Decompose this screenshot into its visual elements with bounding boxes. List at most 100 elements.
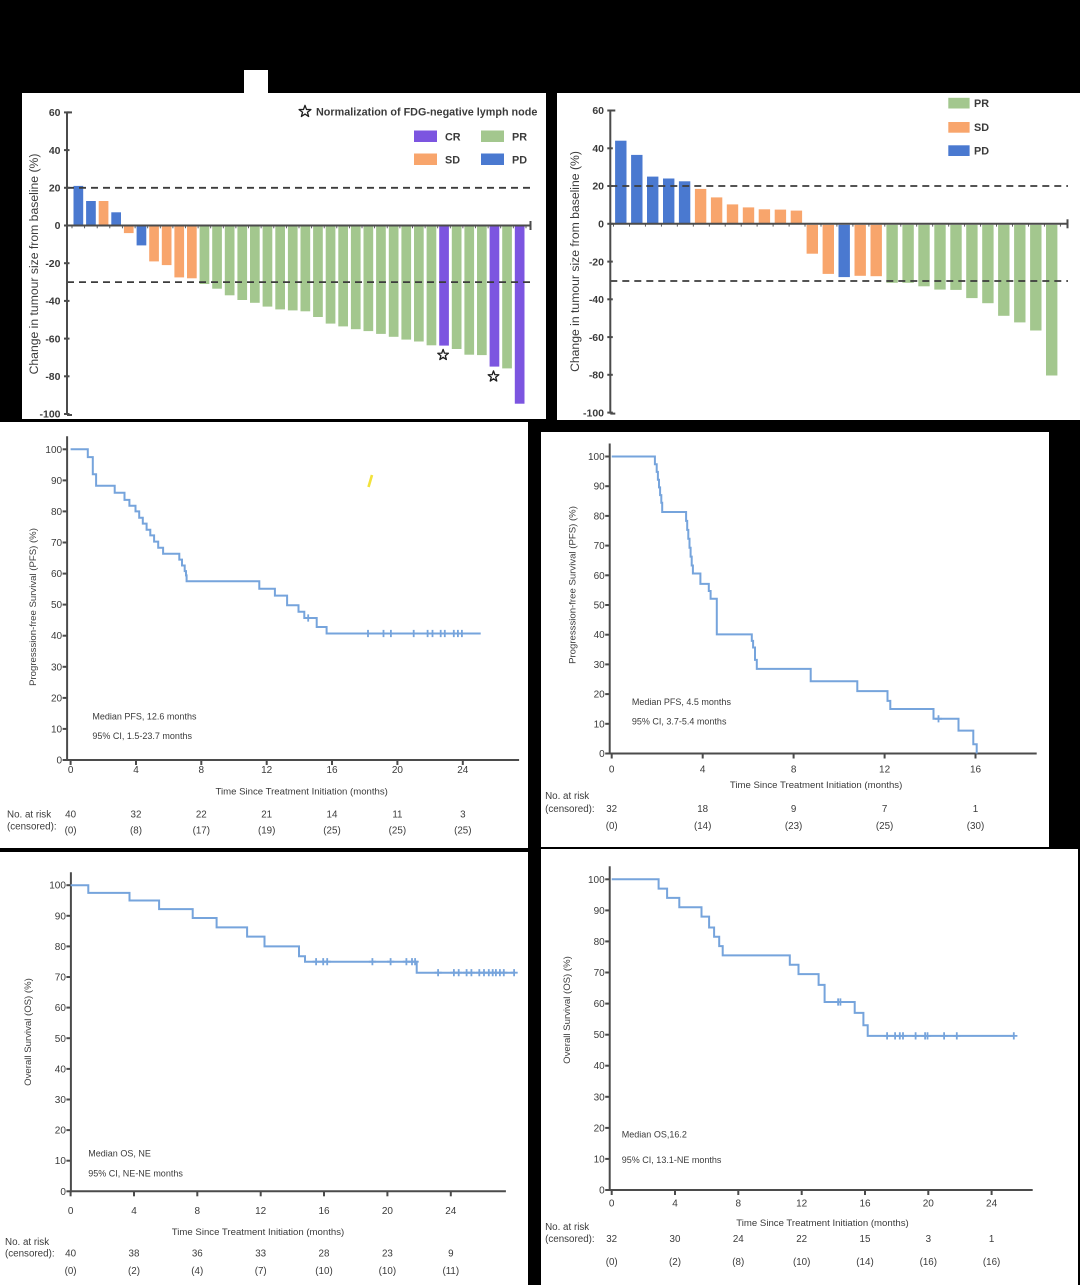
svg-text:100: 100 <box>45 445 62 456</box>
svg-text:36: 36 <box>192 1249 203 1260</box>
svg-text:(7): (7) <box>255 1266 267 1277</box>
svg-text:40: 40 <box>594 1061 606 1072</box>
svg-text:Time Since Treatment Initiatio: Time Since Treatment Initiation (months) <box>736 1218 908 1229</box>
svg-text:21: 21 <box>261 810 272 821</box>
svg-text:(25): (25) <box>876 821 893 832</box>
svg-text:Median OS, NE: Median OS, NE <box>88 1148 151 1158</box>
svg-text:Time Since Treatment Initiatio: Time Since Treatment Initiation (months) <box>730 780 902 791</box>
svg-text:PD: PD <box>512 155 527 167</box>
svg-text:SD: SD <box>974 122 989 134</box>
svg-text:38: 38 <box>129 1249 140 1260</box>
svg-text:32: 32 <box>131 810 142 821</box>
svg-text:40: 40 <box>49 145 61 157</box>
svg-text:33: 33 <box>255 1249 266 1260</box>
svg-text:(10): (10) <box>379 1266 396 1277</box>
svg-text:60: 60 <box>55 1003 67 1014</box>
svg-text:Median PFS, 4.5 months: Median PFS, 4.5 months <box>632 697 732 707</box>
svg-text:80: 80 <box>594 511 606 522</box>
svg-text:50: 50 <box>55 1034 67 1045</box>
svg-text:60: 60 <box>51 569 63 580</box>
svg-text:(10): (10) <box>315 1266 332 1277</box>
svg-text:(14): (14) <box>694 821 711 832</box>
svg-text:90: 90 <box>594 482 606 493</box>
svg-text:24: 24 <box>733 1234 744 1245</box>
svg-text:9: 9 <box>791 804 796 815</box>
svg-text:Change in tumour size from bas: Change in tumour size from baseline (%) <box>568 151 582 372</box>
svg-text:9: 9 <box>448 1249 453 1260</box>
svg-text:(8): (8) <box>732 1257 744 1268</box>
svg-text:(30): (30) <box>967 821 984 832</box>
svg-text:(censored):: (censored): <box>5 1249 55 1260</box>
svg-text:24: 24 <box>445 1206 457 1217</box>
svg-text:4: 4 <box>131 1206 137 1217</box>
svg-text:40: 40 <box>65 810 76 821</box>
svg-text:4: 4 <box>700 765 706 776</box>
svg-text:16: 16 <box>326 765 338 776</box>
svg-text:30: 30 <box>55 1095 67 1106</box>
svg-text:No. at risk: No. at risk <box>5 1237 49 1248</box>
svg-text:12: 12 <box>796 1199 808 1210</box>
svg-text:40: 40 <box>594 630 606 641</box>
svg-text:4: 4 <box>133 765 139 776</box>
svg-text:30: 30 <box>594 1092 606 1103</box>
svg-text:PR: PR <box>974 98 989 110</box>
svg-text:-80: -80 <box>589 370 604 382</box>
svg-text:(censored):: (censored): <box>7 822 57 833</box>
svg-text:80: 80 <box>51 507 63 518</box>
svg-text:7: 7 <box>882 804 887 815</box>
svg-text:20: 20 <box>392 765 404 776</box>
svg-text:95% CI, NE-NE months: 95% CI, NE-NE months <box>88 1169 183 1179</box>
svg-text:100: 100 <box>49 881 66 892</box>
svg-text:SD: SD <box>445 155 460 167</box>
svg-text:14: 14 <box>327 810 338 821</box>
svg-text:20: 20 <box>49 183 61 195</box>
svg-text:(2): (2) <box>128 1266 140 1277</box>
svg-text:(4): (4) <box>191 1266 203 1277</box>
svg-text:0: 0 <box>609 765 615 776</box>
svg-text:28: 28 <box>319 1249 330 1260</box>
svg-text:40: 40 <box>65 1249 76 1260</box>
svg-text:-100: -100 <box>583 407 604 419</box>
svg-text:3: 3 <box>460 810 466 821</box>
svg-text:1: 1 <box>973 804 978 815</box>
svg-text:30: 30 <box>670 1234 681 1245</box>
svg-text:40: 40 <box>55 1064 67 1075</box>
svg-text:-80: -80 <box>45 371 60 383</box>
svg-text:0: 0 <box>609 1199 615 1210</box>
svg-text:-20: -20 <box>45 258 60 270</box>
svg-text:0: 0 <box>60 1187 66 1198</box>
svg-text:-40: -40 <box>589 294 604 306</box>
svg-text:Time Since Treatment Initiatio: Time Since Treatment Initiation (months) <box>172 1227 344 1238</box>
svg-text:30: 30 <box>594 660 606 671</box>
svg-text:0: 0 <box>68 765 74 776</box>
svg-text:20: 20 <box>594 1123 606 1134</box>
svg-text:Progresssion-free Survival (PF: Progresssion-free Survival (PFS) (%) <box>567 506 578 664</box>
svg-text:3: 3 <box>926 1234 932 1245</box>
svg-text:12: 12 <box>261 765 273 776</box>
svg-text:8: 8 <box>791 765 797 776</box>
svg-text:0: 0 <box>599 749 605 760</box>
svg-text:-60: -60 <box>45 333 60 345</box>
svg-text:(17): (17) <box>193 826 210 837</box>
svg-text:Overall Survival (OS) (%): Overall Survival (OS) (%) <box>23 978 34 1086</box>
svg-text:15: 15 <box>860 1234 871 1245</box>
svg-text:8: 8 <box>195 1206 201 1217</box>
svg-text:40: 40 <box>592 143 604 155</box>
svg-text:(19): (19) <box>258 826 275 837</box>
svg-text:8: 8 <box>199 765 205 776</box>
svg-text:-60: -60 <box>589 332 604 344</box>
svg-text:10: 10 <box>594 1154 606 1165</box>
svg-text:100: 100 <box>588 875 605 886</box>
svg-text:22: 22 <box>796 1234 807 1245</box>
svg-text:12: 12 <box>879 765 891 776</box>
svg-text:23: 23 <box>382 1249 393 1260</box>
svg-text:50: 50 <box>594 1030 606 1041</box>
svg-text:Median PFS, 12.6 months: Median PFS, 12.6 months <box>92 711 197 721</box>
svg-text:10: 10 <box>51 724 63 735</box>
svg-text:22: 22 <box>196 810 207 821</box>
svg-text:Overall Survival (OS) (%): Overall Survival (OS) (%) <box>562 956 573 1064</box>
svg-text:20: 20 <box>382 1206 394 1217</box>
svg-text:32: 32 <box>606 1234 617 1245</box>
svg-text:24: 24 <box>457 765 469 776</box>
svg-text:60: 60 <box>592 105 604 117</box>
